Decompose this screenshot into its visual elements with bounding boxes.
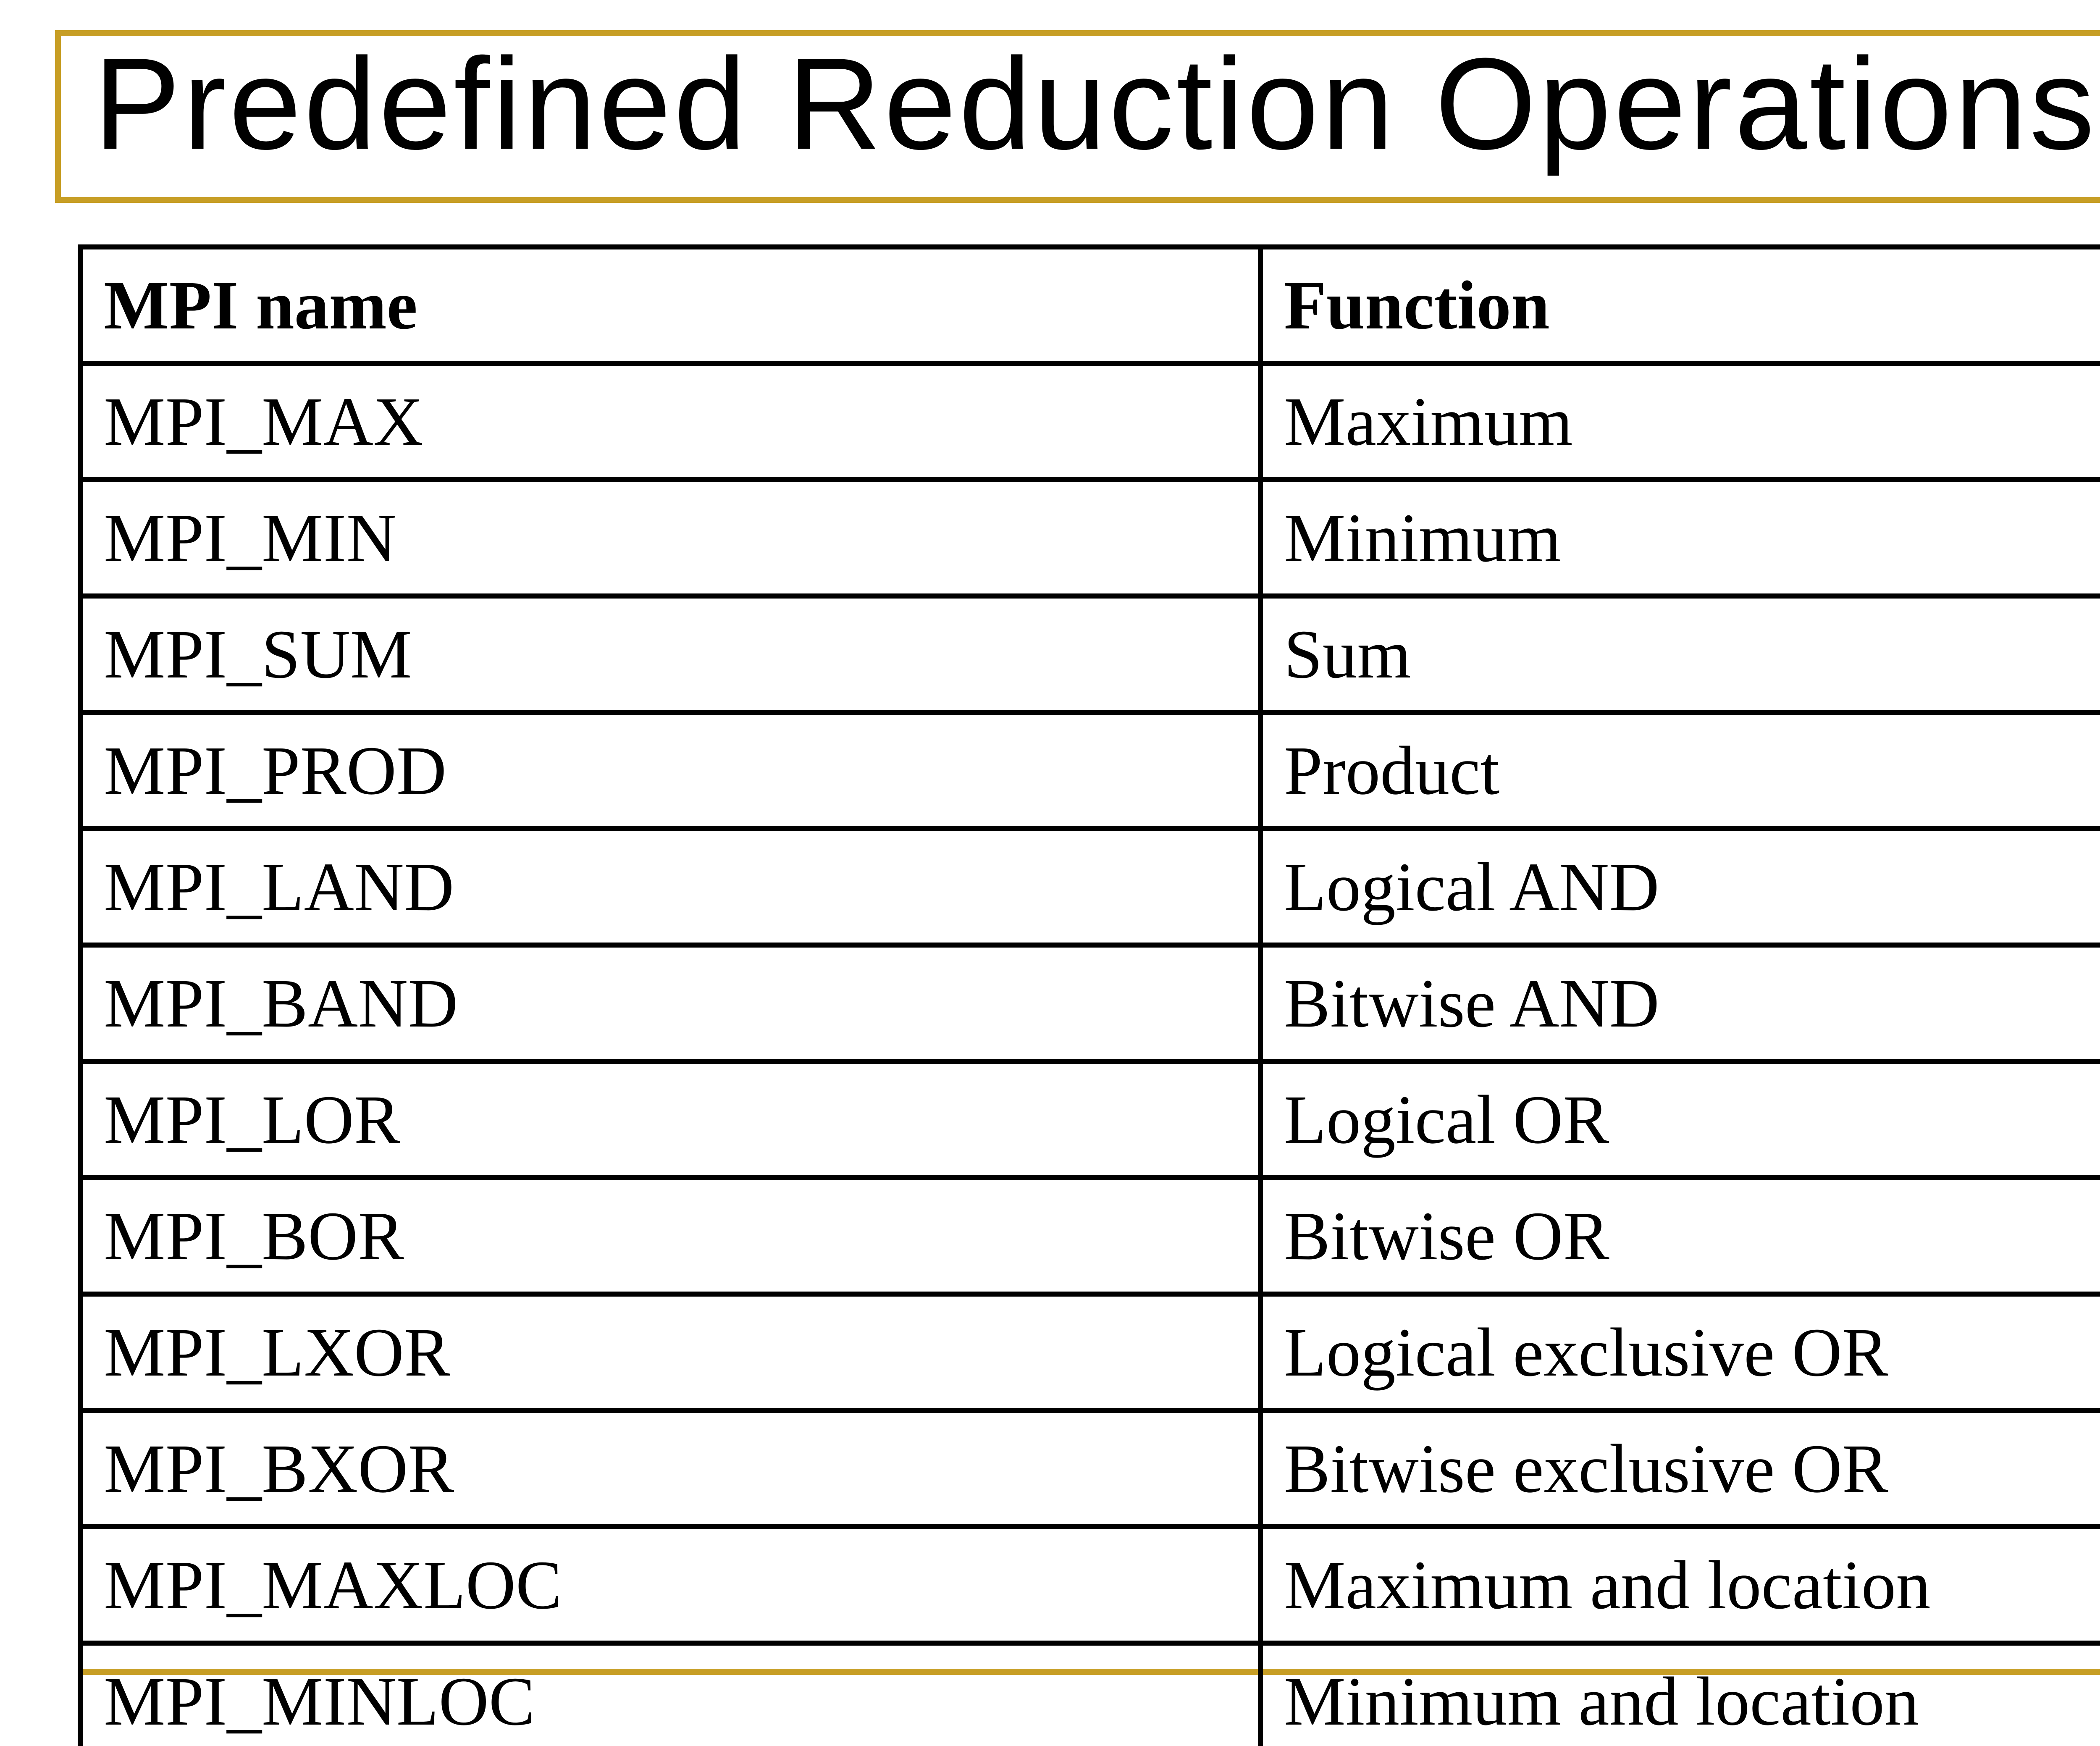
function-cell: Minimum and location <box>1258 1641 2100 1746</box>
function-cell: Product <box>1258 710 2100 831</box>
title-box: Predefined Reduction Operations <box>55 30 2100 203</box>
page-title: Predefined Reduction Operations <box>94 31 2097 176</box>
column-header-mpi-name: MPI name <box>78 244 1263 366</box>
mpi-name-cell: MPI_LAND <box>78 826 1263 948</box>
function-cell: Bitwise OR <box>1258 1175 2100 1297</box>
function-cell: Maximum and location <box>1258 1524 2100 1646</box>
table-row: MPI_LOR Logical OR <box>78 1059 2100 1180</box>
function-cell: Logical AND <box>1258 826 2100 948</box>
table-row: MPI_BXOR Bitwise exclusive OR <box>78 1408 2100 1529</box>
mpi-name-cell: MPI_BOR <box>78 1175 1263 1297</box>
table-row: MPI_BAND Bitwise AND <box>78 943 2100 1064</box>
column-header-function: Function <box>1258 244 2100 366</box>
reduction-operations-table: MPI name Function MPI_MAX Maximum MPI_MIN M… <box>78 244 2100 1746</box>
function-cell: Bitwise exclusive OR <box>1258 1408 2100 1529</box>
table-header-row: MPI name Function <box>78 244 2100 366</box>
table-row: MPI_MAXLOC Maximum and location <box>78 1524 2100 1646</box>
table-row: MPI_SUM Sum <box>78 593 2100 715</box>
function-cell: Maximum <box>1258 361 2100 482</box>
mpi-name-cell: MPI_LOR <box>78 1059 1263 1180</box>
mpi-name-cell: MPI_PROD <box>78 710 1263 831</box>
function-cell: Sum <box>1258 593 2100 715</box>
mpi-name-cell: MPI_BAND <box>78 943 1263 1064</box>
function-cell: Minimum <box>1258 477 2100 599</box>
table-row: MPI_BOR Bitwise OR <box>78 1175 2100 1297</box>
function-cell: Logical exclusive OR <box>1258 1292 2100 1413</box>
mpi-name-cell: MPI_MINLOC <box>78 1641 1263 1746</box>
mpi-name-cell: MPI_MIN <box>78 477 1263 599</box>
function-cell: Logical OR <box>1258 1059 2100 1180</box>
mpi-name-cell: MPI_BXOR <box>78 1408 1263 1529</box>
table-row: MPI_LAND Logical AND <box>78 826 2100 948</box>
mpi-name-cell: MPI_SUM <box>78 593 1263 715</box>
mpi-name-cell: MPI_MAXLOC <box>78 1524 1263 1646</box>
table-row: MPI_LXOR Logical exclusive OR <box>78 1292 2100 1413</box>
mpi-name-cell: MPI_MAX <box>78 361 1263 482</box>
table-row: MPI_MIN Minimum <box>78 477 2100 599</box>
table-row: MPI_MAX Maximum <box>78 361 2100 482</box>
mpi-name-cell: MPI_LXOR <box>78 1292 1263 1413</box>
table-row: MPI_MINLOC Minimum and location <box>78 1641 2100 1746</box>
function-cell: Bitwise AND <box>1258 943 2100 1064</box>
table-row: MPI_PROD Product <box>78 710 2100 831</box>
